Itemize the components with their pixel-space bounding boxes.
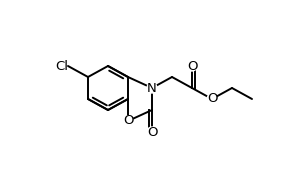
Text: N: N xyxy=(147,81,157,95)
Text: O: O xyxy=(207,92,217,106)
Circle shape xyxy=(187,61,197,71)
Text: O: O xyxy=(147,125,157,139)
Text: Cl: Cl xyxy=(55,59,68,72)
Circle shape xyxy=(207,94,217,104)
Circle shape xyxy=(147,83,157,93)
Text: O: O xyxy=(123,115,133,128)
Circle shape xyxy=(123,116,133,126)
Circle shape xyxy=(62,60,74,72)
Circle shape xyxy=(147,127,157,137)
Text: O: O xyxy=(187,59,197,72)
